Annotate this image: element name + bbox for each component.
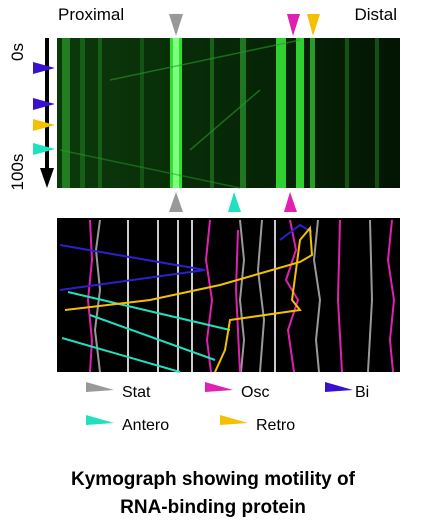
- time-arrowhead: [40, 168, 54, 188]
- marker-bi: [33, 98, 55, 110]
- marker-stat: [169, 192, 183, 212]
- legend-label: Stat: [122, 384, 151, 401]
- legend-swatch: [86, 382, 114, 392]
- legend-label: Bi: [355, 384, 369, 401]
- time-end-label: 100s: [8, 154, 27, 191]
- legend-label: Antero: [122, 417, 169, 434]
- caption: Kymograph showing motility of: [71, 469, 356, 490]
- marker-antero: [228, 192, 241, 212]
- caption: RNA-binding protein: [120, 497, 306, 518]
- legend-swatch: [220, 415, 248, 425]
- marker-stat: [169, 14, 183, 36]
- legend-swatch: [205, 382, 233, 392]
- legend-label: Retro: [256, 417, 295, 434]
- marker-osc: [284, 192, 297, 212]
- distal-label: Distal: [354, 5, 397, 24]
- proximal-label: Proximal: [58, 5, 124, 24]
- marker-retro: [307, 14, 320, 36]
- trace-panel: [57, 218, 400, 373]
- marker-osc: [287, 14, 300, 36]
- legend-label: Osc: [241, 384, 269, 401]
- kymograph: [57, 38, 400, 189]
- legend-swatch: [325, 382, 353, 392]
- marker-antero: [33, 143, 55, 155]
- time-start-label: 0s: [8, 43, 27, 61]
- legend-swatch: [86, 415, 114, 425]
- marker-retro: [33, 119, 55, 131]
- marker-bi: [33, 62, 55, 74]
